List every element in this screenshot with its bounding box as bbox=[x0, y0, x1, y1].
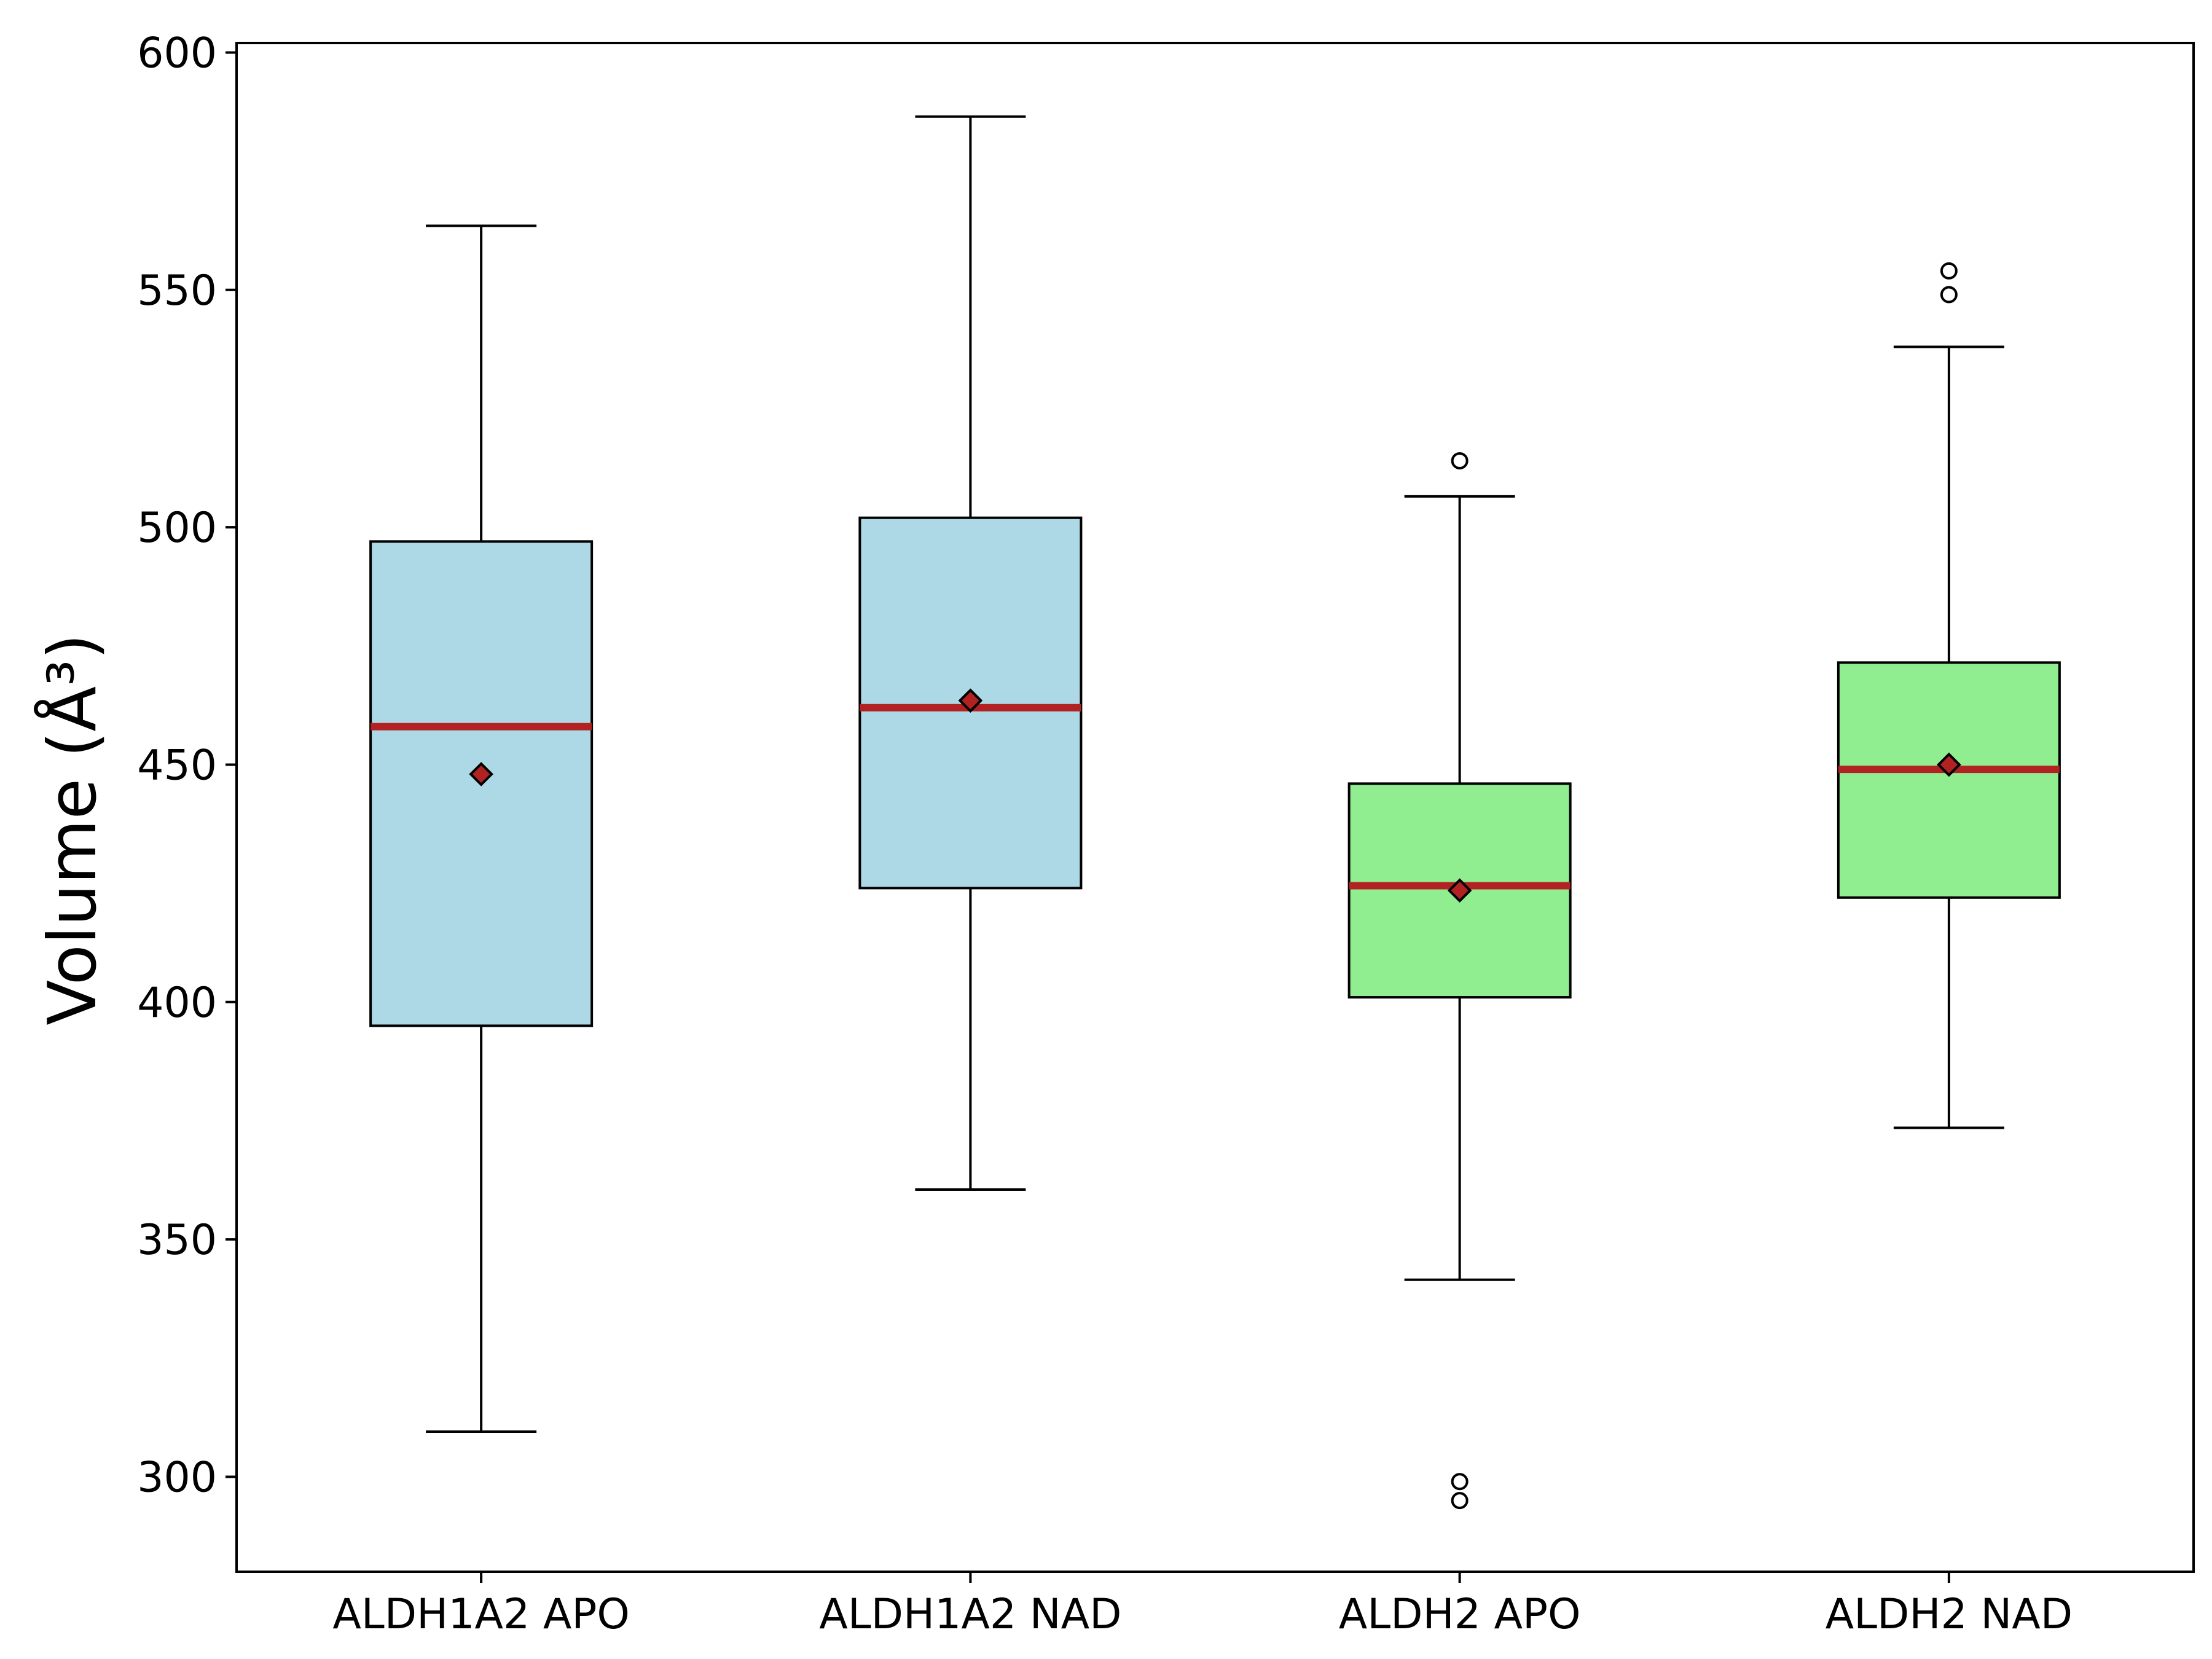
x-tick-label: ALDH1A2 NAD bbox=[819, 1590, 1121, 1639]
outlier-point bbox=[1451, 452, 1469, 469]
chart-axes: 300 350 400 450 500 550 600 ALDH1A2 APO ALDH1A2 … bbox=[137, 29, 2195, 1639]
y-tick-label: 550 bbox=[137, 267, 217, 315]
y-tick-label: 350 bbox=[137, 1216, 217, 1265]
box-group-2 bbox=[858, 115, 1083, 1191]
outlier-point bbox=[1940, 286, 1958, 304]
box-group-1 bbox=[369, 224, 594, 1433]
plot-frame bbox=[235, 42, 2195, 1573]
y-tick-label: 500 bbox=[137, 504, 217, 552]
mean-marker bbox=[1447, 878, 1472, 903]
x-tick-label: ALDH1A2 APO bbox=[332, 1590, 630, 1639]
box-group-4 bbox=[1837, 262, 2061, 1129]
mean-marker bbox=[469, 762, 493, 786]
y-tick-label: 600 bbox=[137, 29, 217, 77]
y-tick-label: 400 bbox=[137, 979, 217, 1027]
iqr-box bbox=[1837, 661, 2061, 899]
outlier-point bbox=[1451, 1473, 1469, 1491]
mean-marker bbox=[1937, 752, 1961, 777]
mean-marker bbox=[958, 688, 983, 713]
x-tick-label: ALDH2 APO bbox=[1339, 1590, 1581, 1639]
x-tick-label: ALDH2 NAD bbox=[1826, 1590, 2073, 1639]
box-group-3 bbox=[1347, 452, 1572, 1510]
y-axis-label: Volume (Å³) bbox=[33, 633, 111, 1025]
outlier-point bbox=[1451, 1492, 1469, 1510]
outlier-point bbox=[1940, 262, 1958, 280]
chart-marks bbox=[369, 115, 2061, 1510]
y-tick-label: 450 bbox=[137, 741, 217, 790]
y-tick-label: 300 bbox=[137, 1453, 217, 1502]
